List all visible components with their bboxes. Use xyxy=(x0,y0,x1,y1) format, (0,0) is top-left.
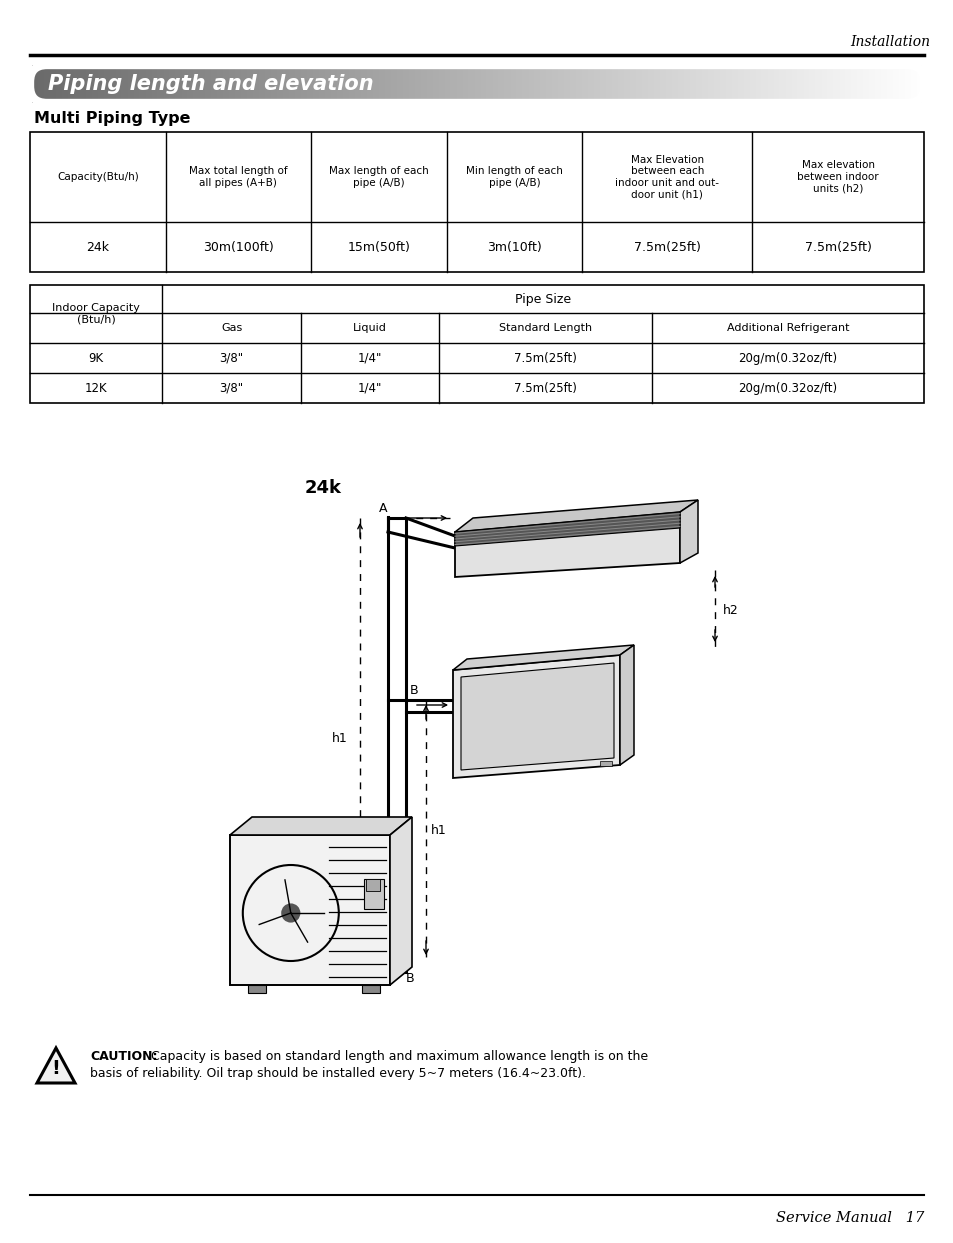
Bar xyxy=(366,879,379,891)
Text: Max Elevation
between each
indoor unit and out-
door unit (h1): Max Elevation between each indoor unit a… xyxy=(615,154,719,199)
Text: 3/8": 3/8" xyxy=(219,382,243,394)
Text: B: B xyxy=(405,972,414,984)
Bar xyxy=(364,879,384,909)
Text: Installation: Installation xyxy=(849,35,929,48)
Polygon shape xyxy=(619,645,634,764)
Text: Service Manual   17: Service Manual 17 xyxy=(775,1211,923,1226)
Text: 20g/m(0.32oz/ft): 20g/m(0.32oz/ft) xyxy=(738,382,837,394)
Text: Liquid: Liquid xyxy=(353,323,387,333)
Text: Standard Length: Standard Length xyxy=(498,323,592,333)
Text: 24k: 24k xyxy=(87,240,110,254)
Text: 30m(100ft): 30m(100ft) xyxy=(203,240,274,254)
Text: CAUTION:: CAUTION: xyxy=(90,1050,157,1063)
Bar xyxy=(230,835,390,984)
Text: h2: h2 xyxy=(722,604,738,617)
Polygon shape xyxy=(455,500,698,532)
Text: 1/4": 1/4" xyxy=(357,382,382,394)
Text: 12K: 12K xyxy=(85,382,108,394)
Text: Capacity is based on standard length and maximum allowance length is on the: Capacity is based on standard length and… xyxy=(147,1050,647,1063)
Text: basis of reliability. Oil trap should be installed every 5~7 meters (16.4~23.0ft: basis of reliability. Oil trap should be… xyxy=(90,1066,585,1080)
Circle shape xyxy=(281,904,300,922)
Text: 20g/m(0.32oz/ft): 20g/m(0.32oz/ft) xyxy=(738,352,837,364)
Text: A: A xyxy=(378,501,387,515)
Polygon shape xyxy=(455,512,679,577)
Text: 9K: 9K xyxy=(89,352,104,364)
Text: 7.5m(25ft): 7.5m(25ft) xyxy=(634,240,700,254)
Bar xyxy=(30,285,923,403)
Text: 3m(10ft): 3m(10ft) xyxy=(487,240,541,254)
Text: Max total length of
all pipes (A+B): Max total length of all pipes (A+B) xyxy=(189,167,287,188)
Text: Pipe Size: Pipe Size xyxy=(515,292,571,306)
Text: 7.5m(25ft): 7.5m(25ft) xyxy=(514,352,577,364)
Bar xyxy=(30,132,923,272)
Polygon shape xyxy=(455,512,679,546)
Text: 24k: 24k xyxy=(305,479,341,497)
Text: 15m(50ft): 15m(50ft) xyxy=(347,240,410,254)
Polygon shape xyxy=(390,817,412,984)
Text: Indoor Capacity
(Btu/h): Indoor Capacity (Btu/h) xyxy=(52,303,140,324)
Text: 7.5m(25ft): 7.5m(25ft) xyxy=(804,240,871,254)
Text: !: ! xyxy=(51,1059,60,1078)
Text: Min length of each
pipe (A/B): Min length of each pipe (A/B) xyxy=(466,167,562,188)
Text: 7.5m(25ft): 7.5m(25ft) xyxy=(514,382,577,394)
Text: Additional Refrigerant: Additional Refrigerant xyxy=(726,323,848,333)
Text: Max elevation
between indoor
units (h2): Max elevation between indoor units (h2) xyxy=(797,160,878,194)
Bar xyxy=(921,63,953,104)
Polygon shape xyxy=(230,817,412,835)
Bar xyxy=(248,984,266,993)
Bar xyxy=(0,63,32,104)
Polygon shape xyxy=(679,500,698,563)
Text: Piping length and elevation: Piping length and elevation xyxy=(48,75,374,94)
Text: Gas: Gas xyxy=(221,323,242,333)
Polygon shape xyxy=(37,1048,75,1083)
Polygon shape xyxy=(460,663,614,769)
Bar xyxy=(361,984,379,993)
Text: B: B xyxy=(409,684,417,696)
Text: h1: h1 xyxy=(431,824,446,837)
Text: 1/4": 1/4" xyxy=(357,352,382,364)
Text: Max length of each
pipe (A/B): Max length of each pipe (A/B) xyxy=(329,167,428,188)
Polygon shape xyxy=(453,645,634,670)
Text: h1: h1 xyxy=(332,732,348,746)
Polygon shape xyxy=(453,655,619,778)
Text: Multi Piping Type: Multi Piping Type xyxy=(34,111,191,126)
Text: Capacity(Btu/h): Capacity(Btu/h) xyxy=(57,172,139,181)
Bar xyxy=(599,761,612,766)
Text: 3/8": 3/8" xyxy=(219,352,243,364)
